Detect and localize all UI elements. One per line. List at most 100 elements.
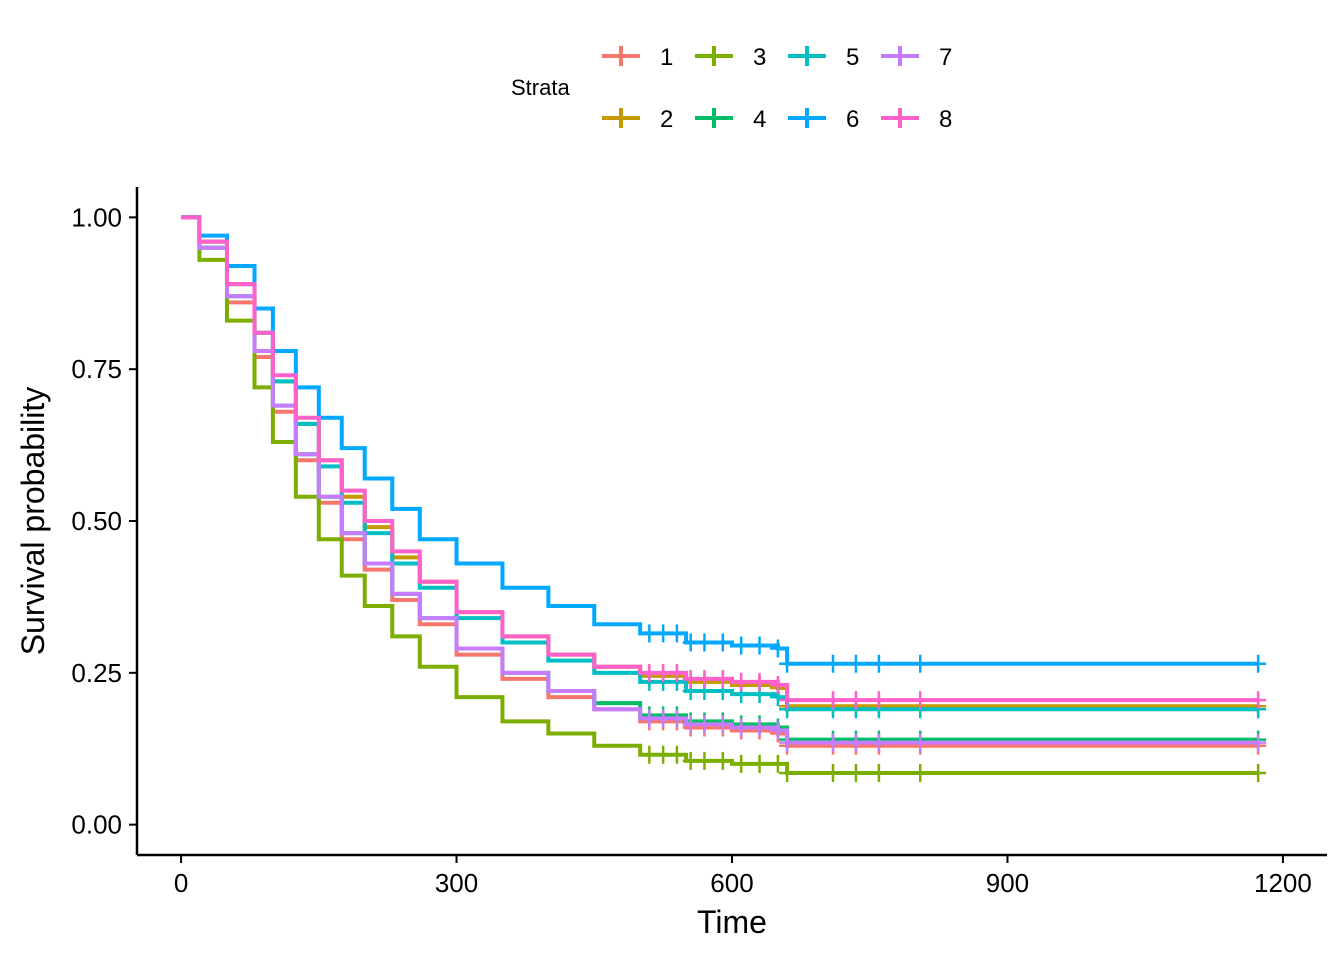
censor-mark (696, 669, 713, 688)
x-tick-label: 0 (174, 868, 188, 898)
censor-mark (769, 639, 786, 658)
censor-mark (668, 624, 685, 643)
censor-mark (769, 721, 786, 740)
censor-mark (825, 654, 842, 673)
censor-mark (825, 691, 842, 710)
series-layer (181, 215, 1267, 783)
censor-mark (751, 754, 768, 773)
censor-mark (912, 691, 929, 710)
x-axis-title: Time (697, 904, 767, 940)
y-tick-label: 0.75 (71, 354, 122, 384)
legend-item-2: 2 (602, 106, 673, 133)
censor-mark (682, 715, 699, 734)
censor-mark (655, 709, 672, 728)
censor-mark (769, 754, 786, 773)
legend-item-7: 7 (881, 44, 952, 71)
censor-mark (847, 691, 864, 710)
censor-mark (1250, 691, 1267, 710)
y-tick-label: 0.00 (71, 810, 122, 840)
censor-mark (751, 718, 768, 737)
censor-mark (733, 636, 750, 655)
censor-mark (668, 663, 685, 682)
legend-label: 8 (939, 106, 952, 133)
y-tick-label: 0.25 (71, 658, 122, 688)
legend-label: 2 (660, 106, 673, 133)
censor-mark (1250, 733, 1267, 752)
censor-mark (714, 715, 731, 734)
legend-label: 5 (846, 44, 859, 71)
plot-area: 0 300 600 900 1200 0.00 0.25 0.50 0.75 1.00 (71, 187, 1327, 898)
censor-mark (655, 745, 672, 764)
x-tick-label: 300 (435, 868, 478, 898)
censor-mark (912, 654, 929, 673)
legend-item-5: 5 (788, 44, 859, 71)
censor-mark (779, 733, 796, 752)
censor-mark (779, 691, 796, 710)
legend: Strata 1 2 3 4 5 6 7 8 (511, 44, 952, 133)
censor-mark (847, 764, 864, 783)
censor-mark (847, 733, 864, 752)
legend-key (602, 108, 640, 128)
x-tick-label: 1200 (1254, 868, 1312, 898)
series-4 (181, 215, 1267, 749)
legend-label: 3 (753, 44, 766, 71)
survival-curve-3 (181, 215, 1259, 776)
series-7 (181, 215, 1267, 752)
series-8 (181, 215, 1267, 710)
censor-mark (696, 751, 713, 770)
censor-mark (825, 733, 842, 752)
censor-mark (779, 764, 796, 783)
series-6 (181, 215, 1267, 673)
censor-mark (714, 669, 731, 688)
legend-item-8: 8 (881, 106, 952, 133)
legend-key (788, 108, 826, 128)
legend-item-3: 3 (695, 44, 766, 71)
y-tick-label: 0.50 (71, 506, 122, 536)
legend-label: 7 (939, 44, 952, 71)
legend-key (602, 46, 640, 66)
censor-mark (912, 764, 929, 783)
censor-mark (870, 764, 887, 783)
censor-mark (668, 745, 685, 764)
censor-mark (733, 672, 750, 691)
censor-mark (825, 764, 842, 783)
censor-mark (682, 669, 699, 688)
legend-item-4: 4 (695, 106, 766, 133)
censor-mark (1250, 764, 1267, 783)
legend-key (788, 46, 826, 66)
y-axis-title: Survival probability (15, 387, 51, 656)
survival-curve-8 (181, 215, 1259, 703)
censor-mark (668, 709, 685, 728)
censor-mark (751, 672, 768, 691)
censor-mark (655, 624, 672, 643)
censor-mark (682, 633, 699, 652)
censor-mark (847, 654, 864, 673)
legend-key (881, 108, 919, 128)
legend-key (695, 46, 733, 66)
series-3 (181, 215, 1267, 783)
x-axis-ticks: 0 300 600 900 1200 (174, 855, 1312, 898)
censor-mark (751, 636, 768, 655)
legend-label: 4 (753, 106, 766, 133)
y-axis-ticks: 0.00 0.25 0.50 0.75 1.00 (71, 202, 137, 840)
legend-title: Strata (511, 75, 570, 100)
censor-mark (733, 754, 750, 773)
censor-mark (1250, 654, 1267, 673)
censor-mark (870, 654, 887, 673)
censor-mark (641, 745, 658, 764)
censor-mark (714, 633, 731, 652)
censor-mark (779, 654, 796, 673)
survival-curve-6 (181, 215, 1259, 666)
censor-mark (714, 751, 731, 770)
censor-mark (641, 709, 658, 728)
legend-label: 6 (846, 106, 859, 133)
x-tick-label: 900 (986, 868, 1029, 898)
censor-mark (870, 733, 887, 752)
legend-label: 1 (660, 44, 673, 71)
censor-mark (733, 718, 750, 737)
legend-item-1: 1 (602, 44, 673, 71)
censor-mark (696, 633, 713, 652)
censor-mark (641, 663, 658, 682)
censor-mark (655, 663, 672, 682)
